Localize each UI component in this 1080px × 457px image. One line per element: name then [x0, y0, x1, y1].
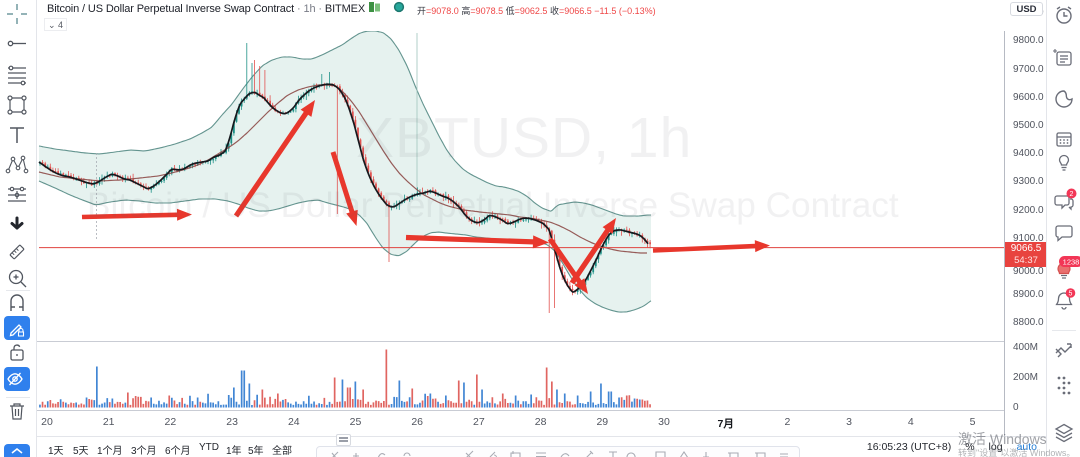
svg-text:1238: 1238	[1063, 257, 1080, 266]
svg-text:5: 5	[1069, 291, 1073, 298]
svg-text:2: 2	[1070, 191, 1074, 198]
